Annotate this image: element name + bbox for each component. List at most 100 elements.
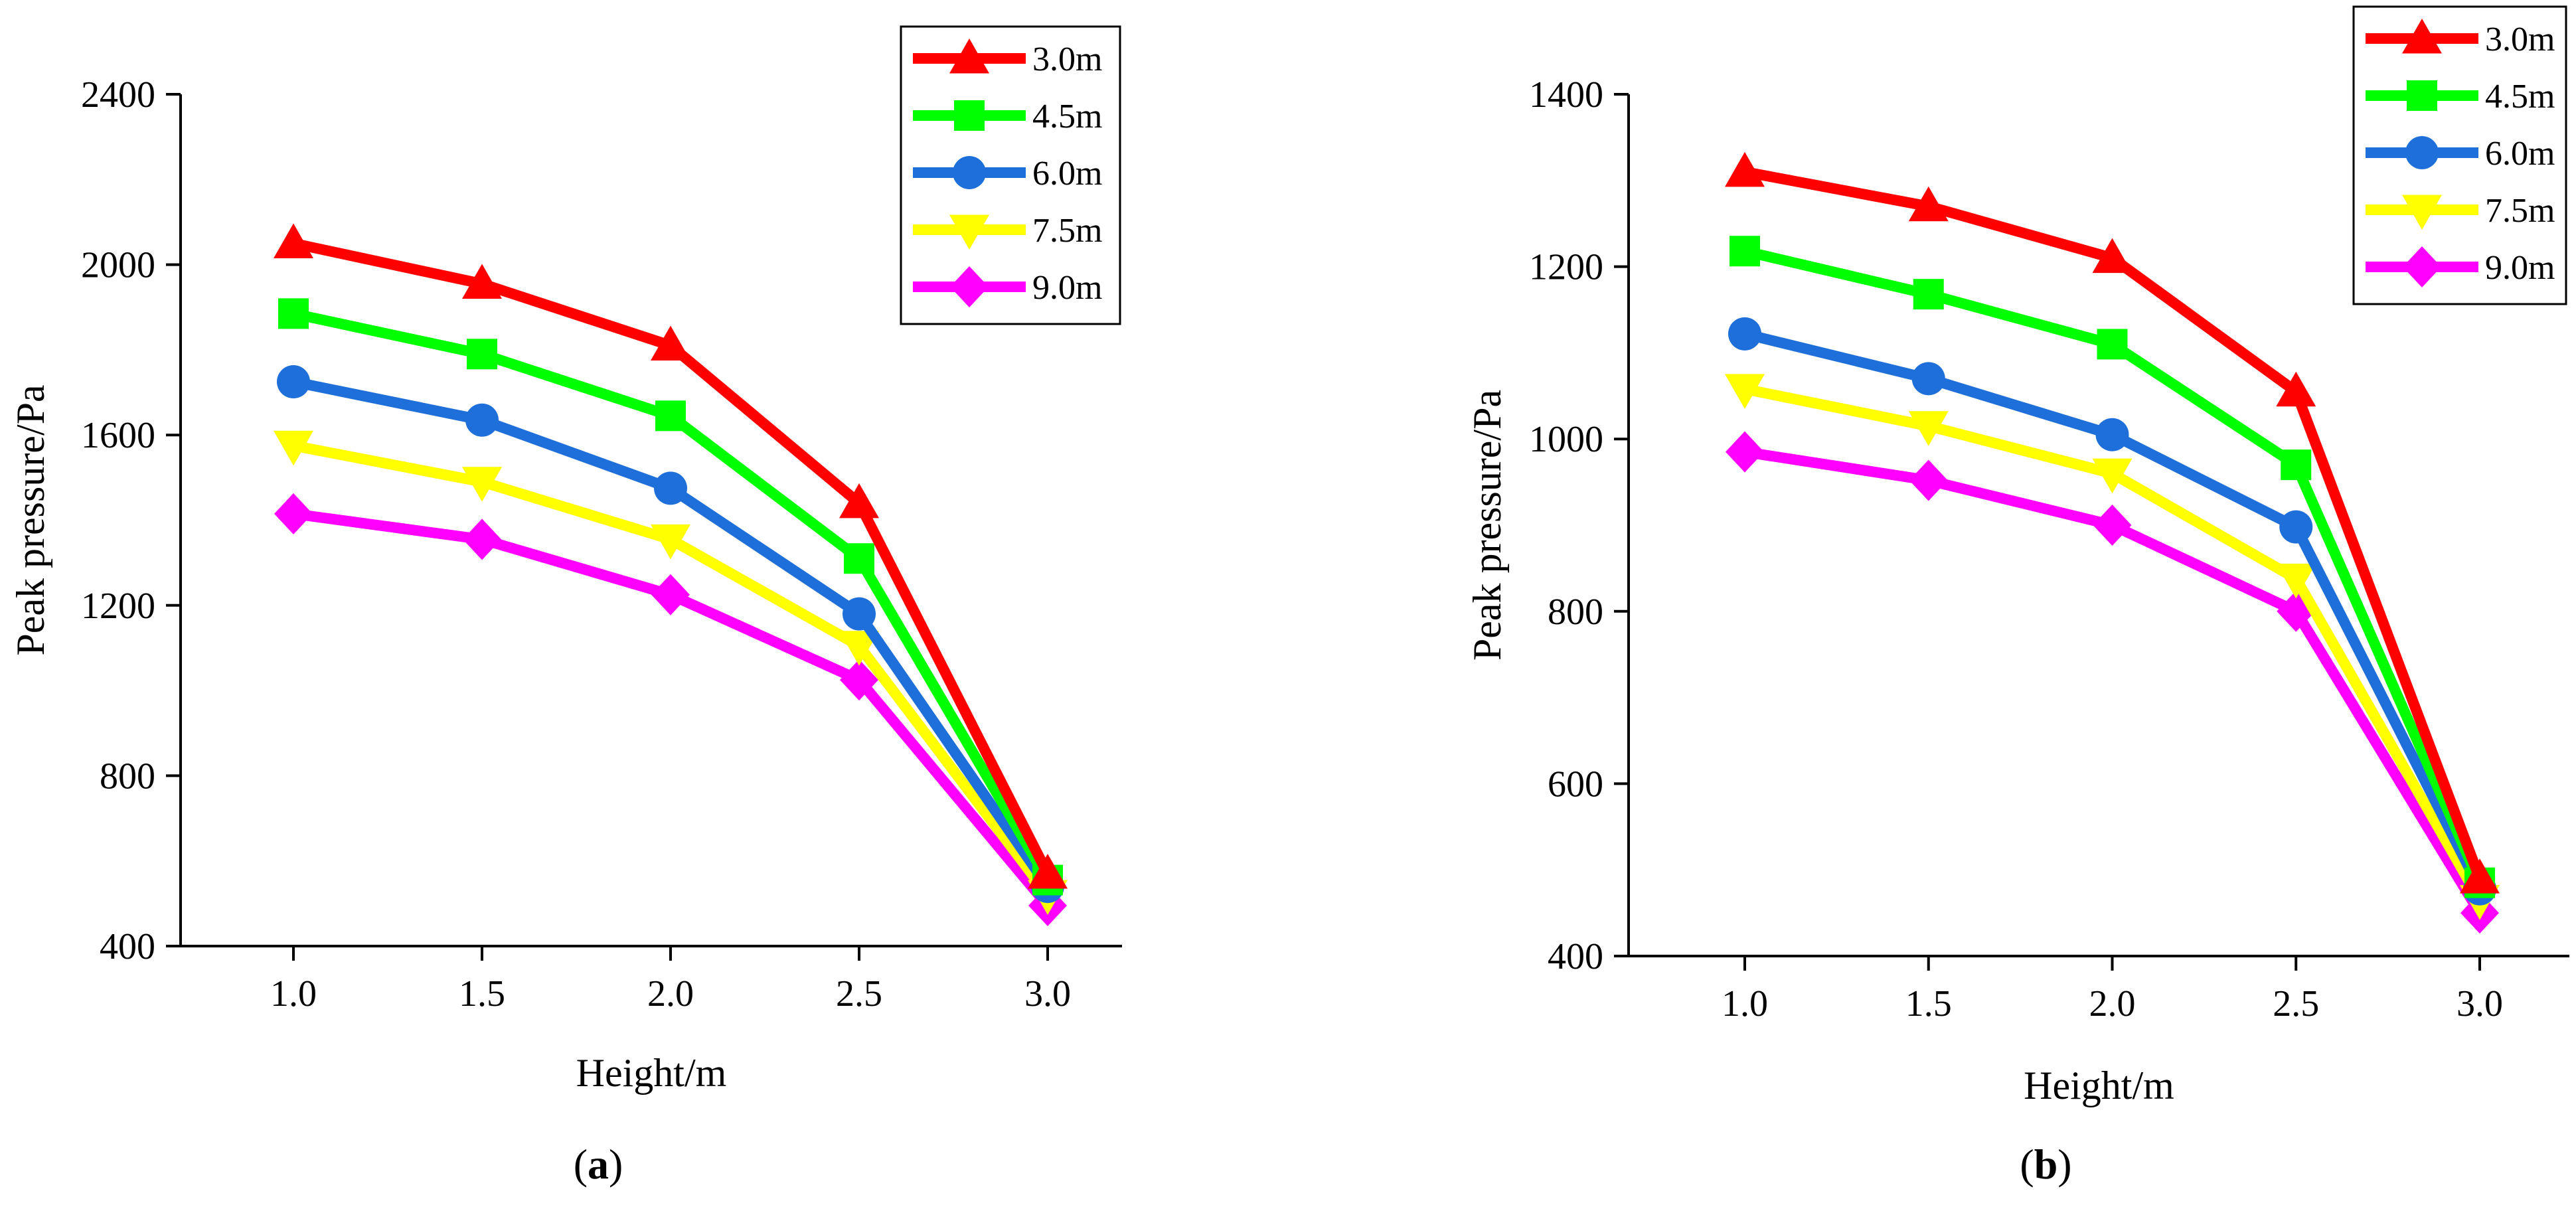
- series-4.5m: [278, 298, 1063, 896]
- data-point-marker: [654, 471, 687, 505]
- data-point-marker: [462, 467, 502, 502]
- data-point-marker: [274, 493, 313, 534]
- legend-label: 4.5m: [2485, 78, 2555, 116]
- data-point-marker: [274, 430, 313, 466]
- series-6.0m: [277, 365, 1064, 904]
- y-tick-label: 600: [1548, 764, 1603, 805]
- y-tick-label: 400: [1548, 936, 1603, 977]
- x-tick-label: 3.0: [1024, 973, 1071, 1014]
- data-point-marker: [839, 483, 879, 519]
- data-point-marker: [1726, 431, 1764, 473]
- data-point-marker: [2095, 418, 2129, 451]
- legend: 3.0m 4.5m 6.0m 7.5m 9.0m: [2352, 5, 2567, 305]
- data-point-marker: [463, 519, 501, 560]
- data-point-marker: [1908, 411, 1949, 446]
- legend-swatch-marker: [2402, 195, 2442, 230]
- y-tick-label: 400: [100, 926, 155, 967]
- data-point-marker: [2279, 510, 2313, 544]
- data-point-marker: [278, 298, 309, 329]
- y-axis-title: Peak pressure/Pa: [1465, 390, 1509, 661]
- series-line: [292, 508, 1052, 910]
- series-3.0m: [1725, 151, 2500, 894]
- data-point-marker: [2460, 858, 2500, 894]
- y-tick-label: 1200: [81, 586, 155, 627]
- y-tick-label: 1400: [1529, 74, 1603, 116]
- data-point-marker: [2093, 505, 2132, 546]
- y-tick-label: 800: [1548, 592, 1603, 633]
- legend-swatch-marker: [954, 100, 985, 131]
- data-point-marker: [2276, 371, 2316, 407]
- data-point-marker: [465, 403, 499, 437]
- data-point-marker: [1909, 459, 1948, 501]
- legend-swatch-marker: [2403, 246, 2441, 287]
- data-point-marker: [2097, 329, 2128, 360]
- data-point-marker: [1730, 236, 1760, 267]
- series-line: [292, 440, 1052, 898]
- x-tick-label: 2.0: [2089, 983, 2136, 1024]
- panel-label: (a): [574, 1141, 623, 1188]
- panel-label: (b): [2020, 1141, 2071, 1188]
- legend-label: 7.5m: [1032, 212, 1102, 250]
- x-tick-label: 1.5: [1905, 983, 1952, 1024]
- legend-label: 7.5m: [2485, 192, 2555, 230]
- legend-swatch-marker: [2407, 80, 2437, 111]
- y-tick-label: 1600: [81, 415, 155, 456]
- chart-panel-b: 400 600 800 1000 1200 1400 1.0 1.5 2.0 2.5 3.0 Heig…: [1465, 5, 2569, 1188]
- data-point-marker: [1725, 151, 1765, 187]
- y-tick-label: 800: [100, 756, 155, 797]
- legend-swatch-marker: [2402, 19, 2442, 54]
- x-tick-label: 2.5: [836, 973, 882, 1014]
- series-4.5m: [1730, 236, 2495, 898]
- data-point-marker: [462, 264, 502, 299]
- y-tick-label: 2000: [81, 245, 155, 286]
- x-axis-title: Height/m: [2024, 1064, 2174, 1107]
- legend-label: 3.0m: [2485, 21, 2555, 58]
- data-point-marker: [651, 574, 690, 615]
- legend-swatch-marker: [2405, 136, 2439, 169]
- legend-label: 4.5m: [1032, 98, 1102, 135]
- legend-label: 9.0m: [2485, 249, 2555, 287]
- data-point-marker: [277, 365, 310, 399]
- series-line: [292, 376, 1052, 890]
- legend-swatch-marker: [950, 266, 989, 307]
- data-point-marker: [1725, 374, 1765, 409]
- series-7.5m: [274, 430, 1068, 916]
- y-tick-label: 1000: [1529, 419, 1603, 460]
- series-7.5m: [1725, 374, 2500, 920]
- data-point-marker: [1028, 853, 1068, 889]
- series-line: [1743, 329, 2485, 892]
- data-point-marker: [1913, 279, 1944, 310]
- legend-swatch-marker: [949, 39, 989, 74]
- x-tick-label: 3.0: [2456, 983, 2503, 1024]
- data-point-marker: [655, 400, 686, 432]
- data-point-marker: [2276, 563, 2316, 599]
- data-point-marker: [844, 543, 874, 574]
- data-point-marker: [2092, 458, 2133, 494]
- series-9.0m: [1726, 431, 2499, 934]
- data-point-marker: [1908, 186, 1949, 222]
- y-tick-label: 1200: [1529, 247, 1603, 288]
- legend: 3.0m 4.5m 6.0m 7.5m 9.0m: [900, 25, 1121, 325]
- x-tick-label: 2.0: [647, 973, 694, 1014]
- series-3.0m: [274, 223, 1068, 889]
- data-point-marker: [651, 325, 690, 361]
- x-tick-label: 2.5: [2273, 983, 2319, 1024]
- x-tick-label: 1.0: [270, 973, 317, 1014]
- data-point-marker: [274, 223, 313, 259]
- data-point-marker: [1728, 317, 1761, 351]
- data-point-marker: [843, 597, 876, 631]
- legend-label: 6.0m: [1032, 155, 1102, 193]
- legend-label: 3.0m: [1032, 40, 1102, 78]
- data-point-marker: [1911, 362, 1945, 396]
- data-point-marker: [840, 659, 878, 701]
- legend-swatch-marker: [953, 156, 986, 189]
- data-point-marker: [467, 339, 497, 370]
- y-tick-label: 2400: [81, 74, 155, 116]
- x-tick-label: 1.0: [1722, 983, 1768, 1024]
- x-axis-title: Height/m: [576, 1051, 727, 1095]
- x-tick-label: 1.5: [459, 973, 505, 1014]
- data-point-marker: [651, 524, 690, 560]
- data-point-marker: [2281, 449, 2312, 481]
- legend-label: 6.0m: [2485, 135, 2555, 173]
